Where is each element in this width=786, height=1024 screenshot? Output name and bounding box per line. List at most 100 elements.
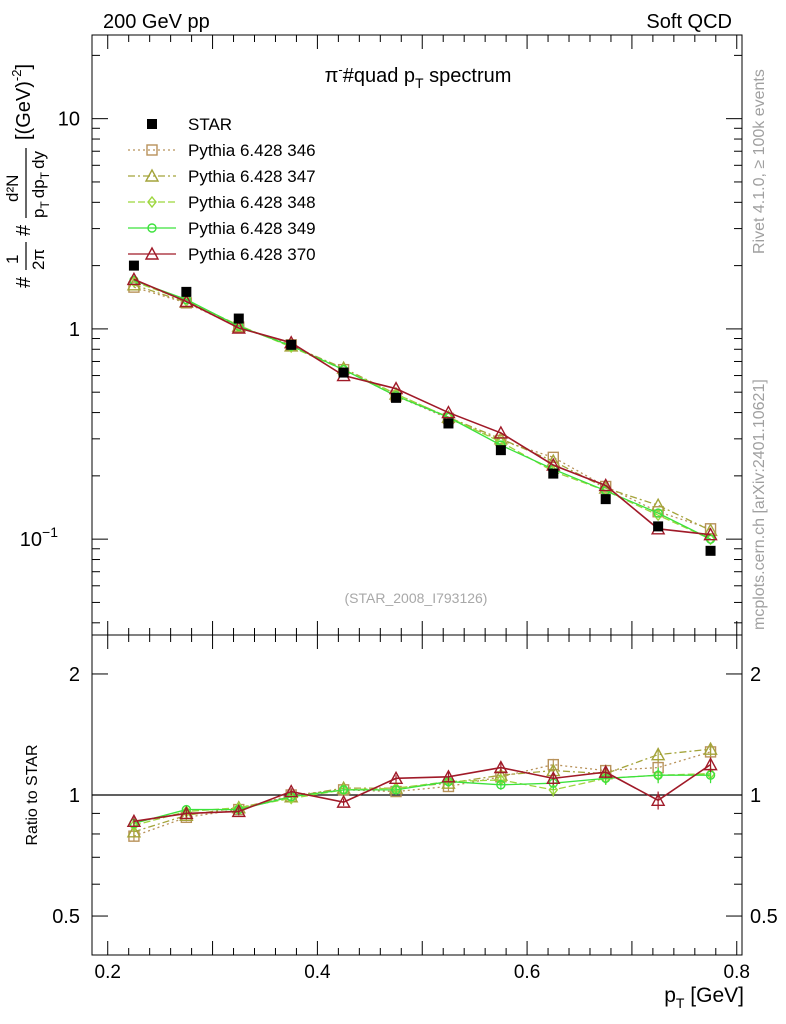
main-series-marker (653, 509, 664, 522)
main-series-line (133, 284, 711, 532)
title-mid: #quad p (343, 65, 415, 87)
legend-marker (144, 168, 160, 182)
ylabel-hash1: # (13, 276, 35, 288)
ratio-series-line (133, 748, 711, 833)
main-series-marker (231, 320, 246, 334)
main-series-marker (598, 478, 613, 492)
star-data-point (600, 494, 611, 505)
legend-marker (146, 144, 158, 156)
star-data-point (548, 468, 559, 479)
ratio-series-line (133, 774, 711, 825)
main-series-group (126, 260, 718, 556)
ratio-series-marker (338, 785, 349, 795)
main-series-marker (441, 405, 456, 419)
ratio-series-marker (703, 757, 718, 771)
x-tick-label: 0.6 (514, 962, 540, 983)
mcplots-label: mcplots.cern.ch [arXiv:2401.10621] (751, 379, 768, 630)
ratio-series-marker (129, 819, 139, 832)
x-tick-label: 0.4 (304, 962, 331, 983)
main-series-line (133, 279, 711, 540)
star-data-point (338, 367, 349, 378)
legend-label: Pythia 6.428 348 (188, 193, 316, 212)
ratio-y-tick-label: 1 (69, 785, 80, 807)
star-data-point (391, 392, 402, 403)
main-series-marker (493, 425, 509, 439)
main-y-tick-label: 10 (58, 109, 80, 131)
ratio-y-tick-label-right: 0.5 (750, 906, 778, 928)
ratio-series-marker (653, 770, 663, 780)
ratio-series-marker (496, 780, 506, 790)
ratio-series-marker (493, 760, 509, 774)
legend: STAR Pythia 6.428 346 Pythia 6.428 347 Pyth… (128, 115, 316, 264)
ratio-series-marker (126, 813, 142, 828)
legend-label: Pythia 6.428 370 (188, 245, 316, 264)
star-data-point (705, 545, 716, 556)
main-y-tick-label: 10−1 (20, 524, 58, 551)
main-series-marker (547, 451, 559, 464)
ylabel-units: [(GeV)-2] (9, 64, 35, 140)
ylabel-one: 1 (3, 255, 22, 264)
ylabel-dN: d²N (3, 175, 22, 202)
legend-label: Pythia 6.428 346 (188, 141, 316, 160)
main-series-marker (179, 294, 194, 308)
main-y-tick-label: 1 (69, 319, 80, 341)
ratio-series-marker (598, 764, 613, 778)
legend-marker-star (147, 119, 157, 129)
ratio-series-marker (284, 784, 299, 798)
title-subscript: T (415, 75, 424, 91)
ratio-series-marker (336, 794, 351, 808)
star-data-point (495, 445, 506, 456)
plot-title: π-#quad pT spectrum (325, 62, 512, 91)
main-series-marker (653, 508, 663, 518)
ratio-y-axis-label: Ratio to STAR (24, 744, 41, 845)
main-series-line (133, 286, 711, 530)
ratio-y-tick-label: 2 (69, 664, 80, 686)
ratio-series-marker (548, 783, 559, 796)
ratio-series-group (126, 741, 718, 842)
main-series-marker (703, 527, 718, 541)
axes-group: 0.2 0.4 0.6 0.8 10−1 1 10 0.5 0.5 1 1 2 2 (20, 35, 778, 983)
ratio-series-marker (650, 747, 666, 761)
legend-label: Pythia 6.428 347 (188, 167, 316, 186)
ratio-y-tick-label-right: 1 (750, 785, 761, 807)
title-superscript: - (338, 62, 342, 77)
star-data-point (233, 313, 244, 324)
x-tick-label: 0.2 (95, 962, 121, 983)
ratio-series-marker (391, 785, 401, 795)
legend-marker (147, 223, 157, 233)
main-series-marker (126, 271, 142, 286)
ratio-series-line (133, 751, 711, 837)
star-data-point (286, 339, 297, 350)
x-axis-label: pT [GeV] (664, 984, 744, 1011)
ylabel-hash2: # (13, 224, 35, 236)
main-y-axis-label: # 1 2π # d²N pTdpTdy [(GeV)-2] (3, 64, 52, 288)
ratio-series-marker (126, 824, 142, 838)
title-pi: π (325, 65, 339, 87)
ratio-series-marker (703, 741, 718, 755)
legend-label-star: STAR (188, 115, 232, 134)
legend-label: Pythia 6.428 349 (188, 219, 316, 238)
analysis-watermark: (STAR_2008_I793126) (345, 590, 488, 606)
ratio-series-marker (231, 804, 246, 818)
legend-marker (147, 195, 157, 209)
star-data-point (128, 260, 139, 271)
ylabel-two-pi: 2π (29, 249, 48, 270)
ratio-series-line (133, 763, 711, 823)
legend-marker (144, 246, 160, 260)
x-tick-label: 0.8 (724, 962, 750, 983)
star-data-point (443, 418, 454, 429)
header-left-label: 200 GeV pp (103, 11, 210, 33)
ratio-series-marker (443, 775, 454, 788)
ratio-series-marker (179, 805, 194, 820)
ylabel-denominator: pTdpTdy (29, 150, 52, 218)
title-end: spectrum (424, 65, 512, 87)
ratio-series-marker (650, 792, 666, 807)
star-data-point (653, 521, 664, 532)
ratio-series-marker (546, 770, 561, 785)
ratio-series-marker (441, 769, 456, 783)
ratio-series-marker (179, 807, 194, 822)
header-right-label: Soft QCD (646, 11, 732, 33)
star-data-point (181, 286, 192, 297)
ratio-y-tick-label-right: 2 (750, 664, 761, 686)
ratio-y-tick-label: 0.5 (52, 906, 80, 928)
